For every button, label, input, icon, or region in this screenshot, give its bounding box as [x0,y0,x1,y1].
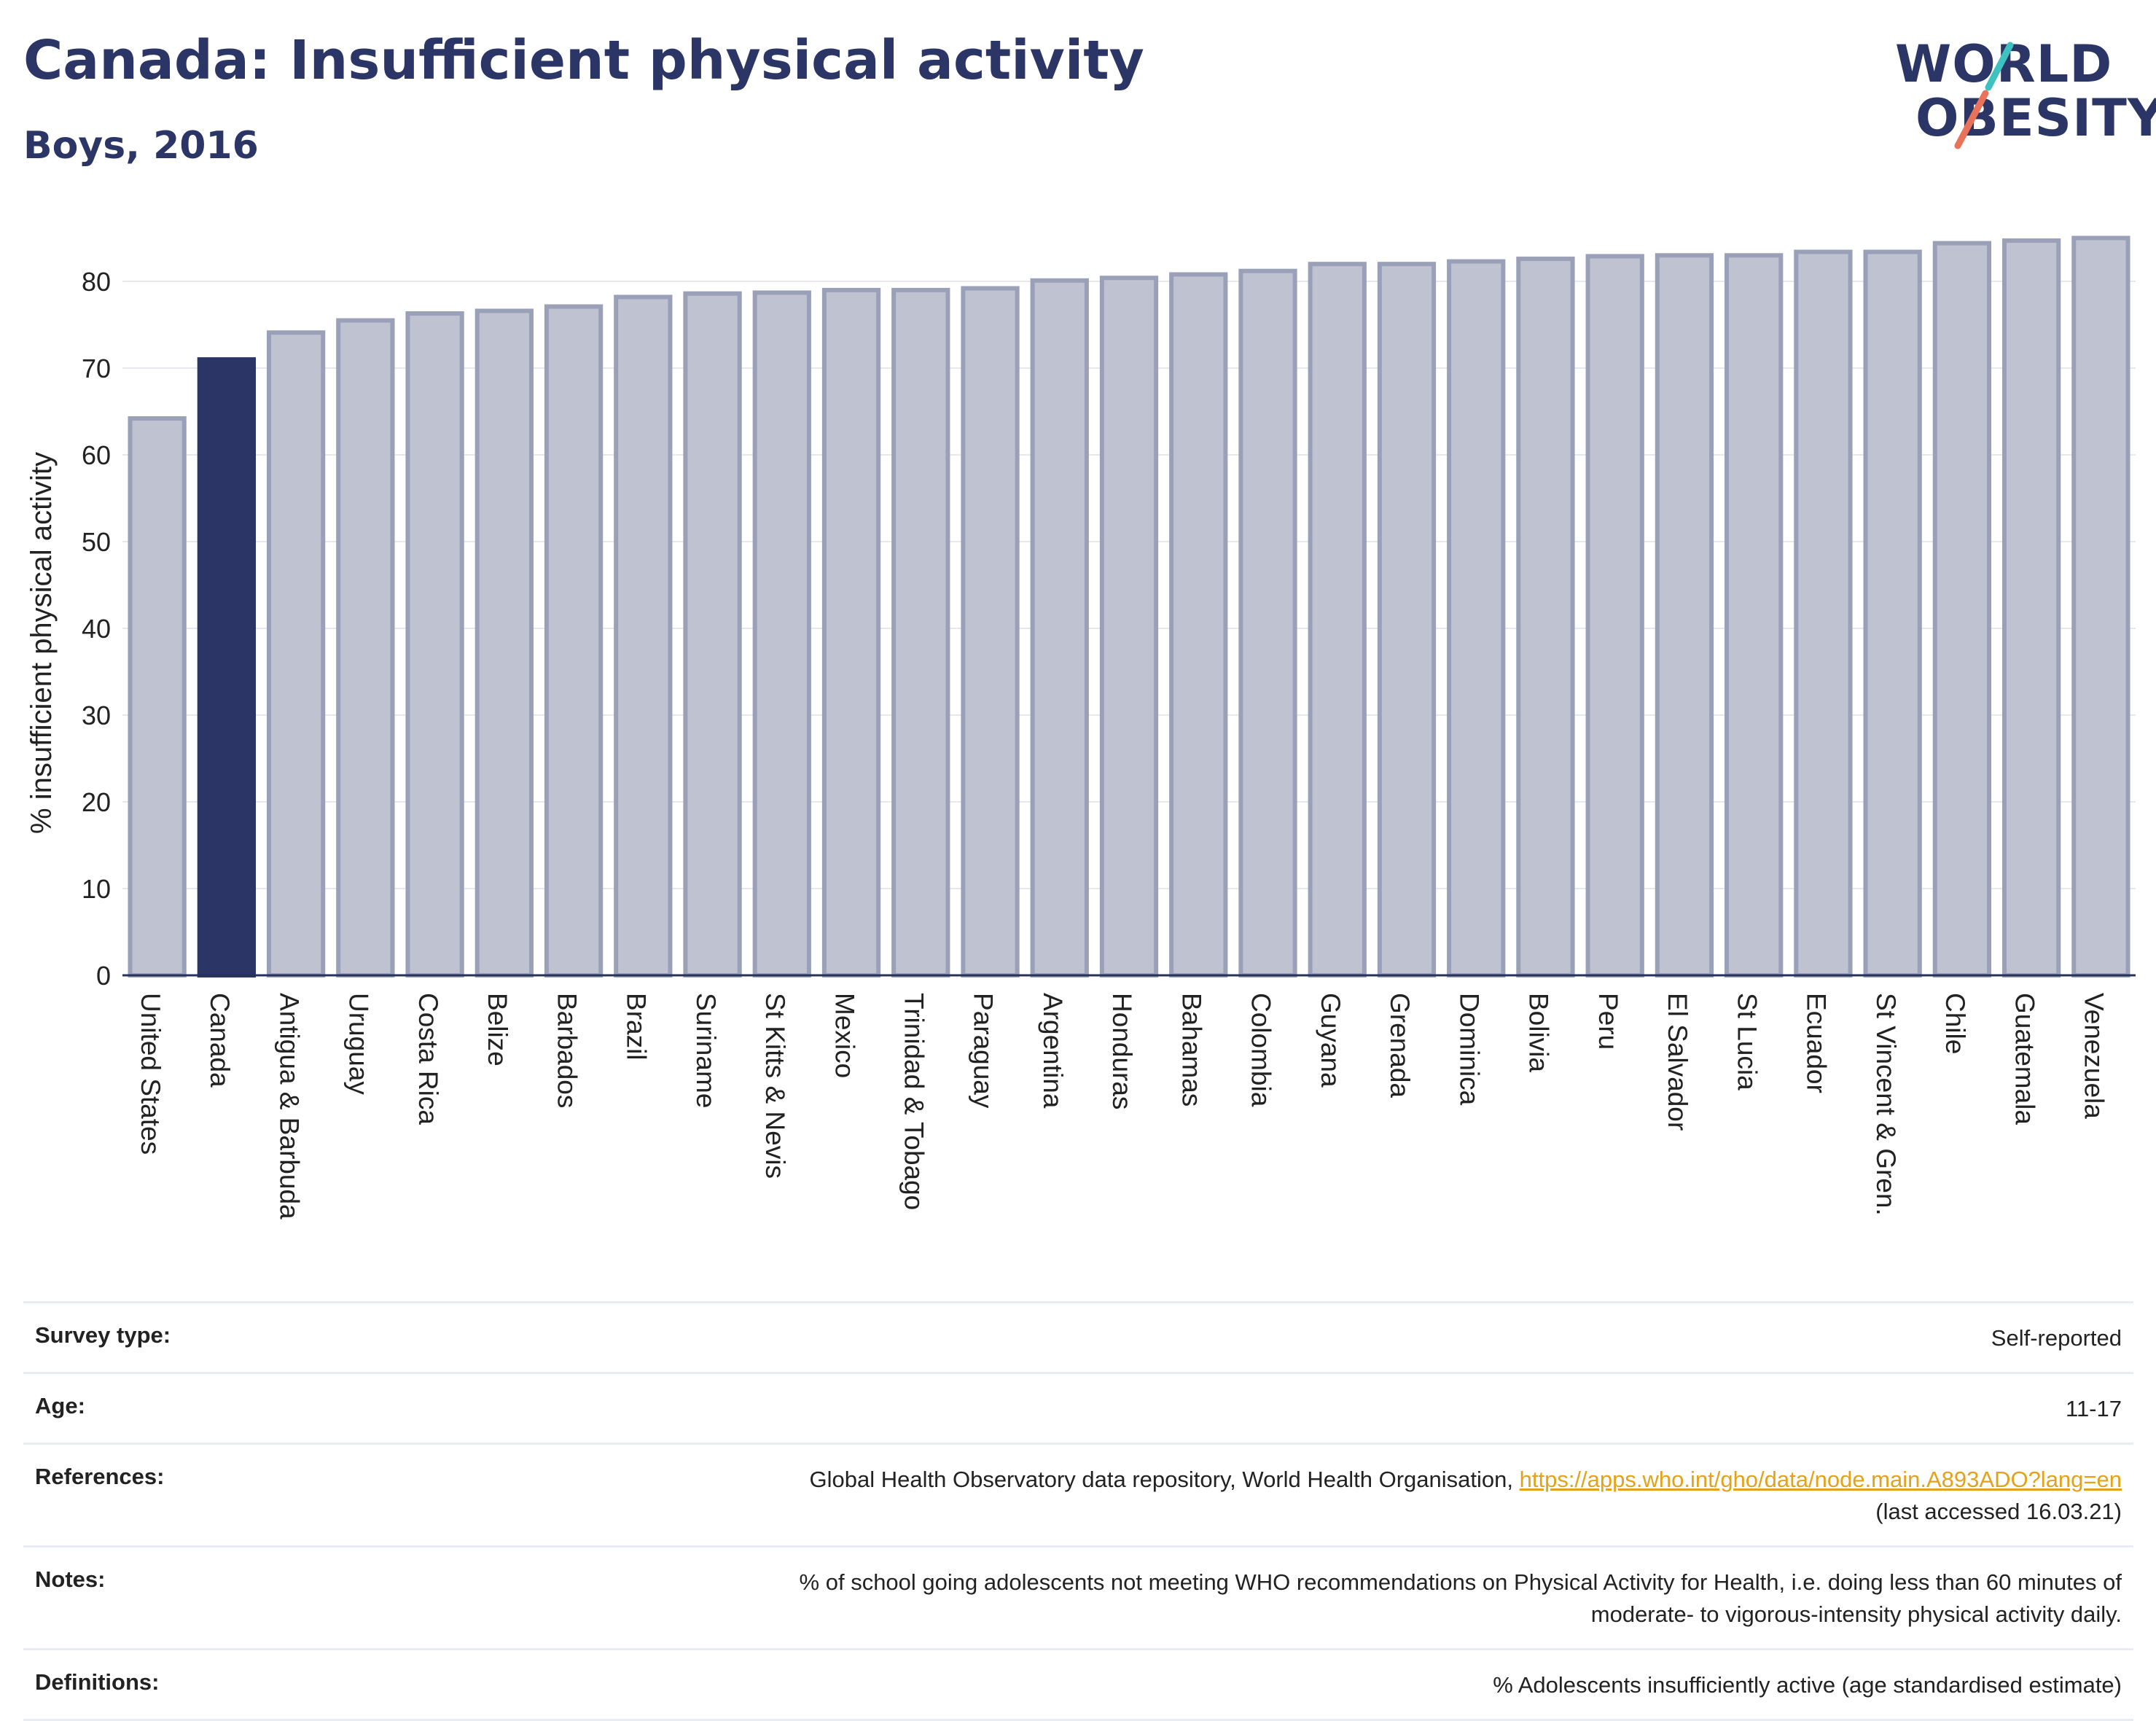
bar-grenada [1377,262,1437,977]
bar-argentina [1030,278,1089,977]
bar-chile [1932,241,1992,977]
y-tick-label: 60 [82,440,111,470]
x-tick-label: Mexico [829,993,859,1078]
bar-guatemala [2001,238,2061,977]
y-tick-label: 50 [82,527,111,557]
y-tick-label: 20 [82,787,111,817]
x-tick-label: Colombia [1246,993,1276,1107]
y-tick-label: 10 [82,874,111,904]
bar-trinidad-tobago [891,287,950,977]
x-tick-label: Grenada [1385,993,1415,1098]
survey-type-value: Self-reported [1991,1325,2122,1351]
x-tick-label: St Kitts & Nevis [760,993,790,1179]
bar-colombia [1238,268,1297,978]
bar-bahamas [1169,272,1228,978]
bar-ecuador [1794,249,1853,978]
x-tick-label: Barbados [552,993,582,1108]
info-row-notes: Notes: % of school going adolescents not… [23,1545,2133,1648]
x-tick-label: Canada [205,993,235,1088]
x-tick-label: St Vincent & Gren. [1871,993,1901,1216]
y-tick-labels: 0 10 20 30 40 50 60 70 80 [82,267,111,991]
bar-st-lucia [1725,253,1784,978]
x-tick-labels: United States Canada Antigua & Barbuda Urug… [136,993,2109,1219]
x-tick-label: Chile [1940,993,1970,1054]
x-tick-label: Venezuela [2079,993,2109,1119]
x-tick-label: United States [136,993,165,1155]
bar-belize [474,308,534,977]
notes-line-2: moderate- to vigorous-intensity physical… [1590,1601,2122,1627]
x-tick-label: Antigua & Barbuda [274,993,304,1219]
bar-paraguay [961,286,1020,977]
bar-honduras [1099,276,1159,978]
notes-value: % of school going adolescents not meetin… [800,1566,2122,1631]
x-tick-label: El Salvador [1663,993,1692,1131]
age-label: Age: [35,1393,85,1418]
axes: % insufficient physical activity [26,452,2136,977]
notes-line-1: % of school going adolescents not meetin… [799,1569,2122,1595]
y-tick-label: 80 [82,267,111,297]
references-accessed: (last accessed 16.03.21) [1875,1499,2122,1524]
y-tick-label: 40 [82,614,111,644]
y-tick-label: 70 [82,354,111,383]
age-value: 11-17 [2066,1396,2122,1421]
info-table: Survey type: Self-reported Age: 11-17 Re… [23,1301,2133,1721]
x-tick-label: Argentina [1038,993,1068,1109]
survey-type-label: Survey type: [35,1322,171,1348]
notes-label: Notes: [35,1566,106,1592]
definitions-label: Definitions: [35,1669,160,1695]
references-label: References: [35,1464,165,1489]
y-axis-label: % insufficient physical activity [26,452,58,834]
x-tick-label: St Lucia [1732,993,1762,1090]
bar-st-vincent-gren- [1863,249,1922,978]
x-tick-label: Guyana [1316,993,1345,1088]
info-row-definitions: Definitions: % Adolescents insufficientl… [23,1648,2133,1721]
x-tick-label: Bahamas [1176,993,1206,1107]
references-value: Global Health Observatory data repositor… [810,1464,2122,1528]
x-tick-label: Honduras [1107,993,1137,1109]
bar-united-states [128,416,187,977]
x-tick-label: Trinidad & Tobago [899,993,929,1210]
bar-st-kitts-nevis [752,290,811,978]
bar-bolivia [1516,257,1575,977]
x-tick-label: Suriname [691,993,721,1108]
x-tick-label: Guatemala [2009,993,2039,1125]
info-row-age: Age: 11-17 [23,1372,2133,1443]
references-link[interactable]: https://apps.who.int/gho/data/node.main.… [1519,1467,2122,1492]
info-row-survey-type: Survey type: Self-reported [23,1301,2133,1372]
chart-title: Canada: Insufficient physical activity [23,29,1144,92]
bar-canada [197,357,257,978]
bar-mexico [821,287,881,977]
x-tick-label: Ecuador [1802,993,1832,1093]
x-tick-label: Costa Rica [413,993,443,1125]
x-tick-label: Belize [483,993,512,1066]
bar-barbados [544,304,604,977]
y-tick-label: 30 [82,701,111,730]
x-tick-label: Peru [1593,993,1623,1050]
definitions-value: % Adolescents insufficiently active (age… [1493,1672,2122,1698]
bar-antigua-barbuda [266,330,326,977]
x-tick-label: Bolivia [1524,993,1554,1072]
world-obesity-logo: WORLD OBESITY [1895,29,2156,153]
bar-guyana [1308,262,1367,977]
x-tick-label: Paraguay [969,993,999,1109]
bar-uruguay [336,318,395,978]
x-tick-label: Brazil [622,993,652,1061]
chart-subtitle: Boys, 2016 [23,124,259,168]
bar-costa-rica [405,311,464,977]
bar-el-salvador [1655,253,1714,978]
bar-venezuela [2071,235,2130,977]
info-row-references: References: Global Health Observatory da… [23,1443,2133,1545]
bar-suriname [683,291,742,978]
x-tick-label: Dominica [1454,993,1484,1106]
x-tick-label: Uruguay [344,993,374,1095]
bars [128,235,2130,978]
logo-text-obesity: OBESITY [1915,88,2156,148]
y-tick-label: 0 [96,961,111,991]
bar-brazil [614,294,673,978]
bar-chart: % insufficient physical activity 0 10 20 30… [26,235,2136,1219]
bar-dominica [1447,259,1506,977]
references-text: Global Health Observatory data repositor… [809,1467,1520,1492]
logo-slash-icon [1954,42,2014,149]
bar-peru [1585,254,1644,978]
